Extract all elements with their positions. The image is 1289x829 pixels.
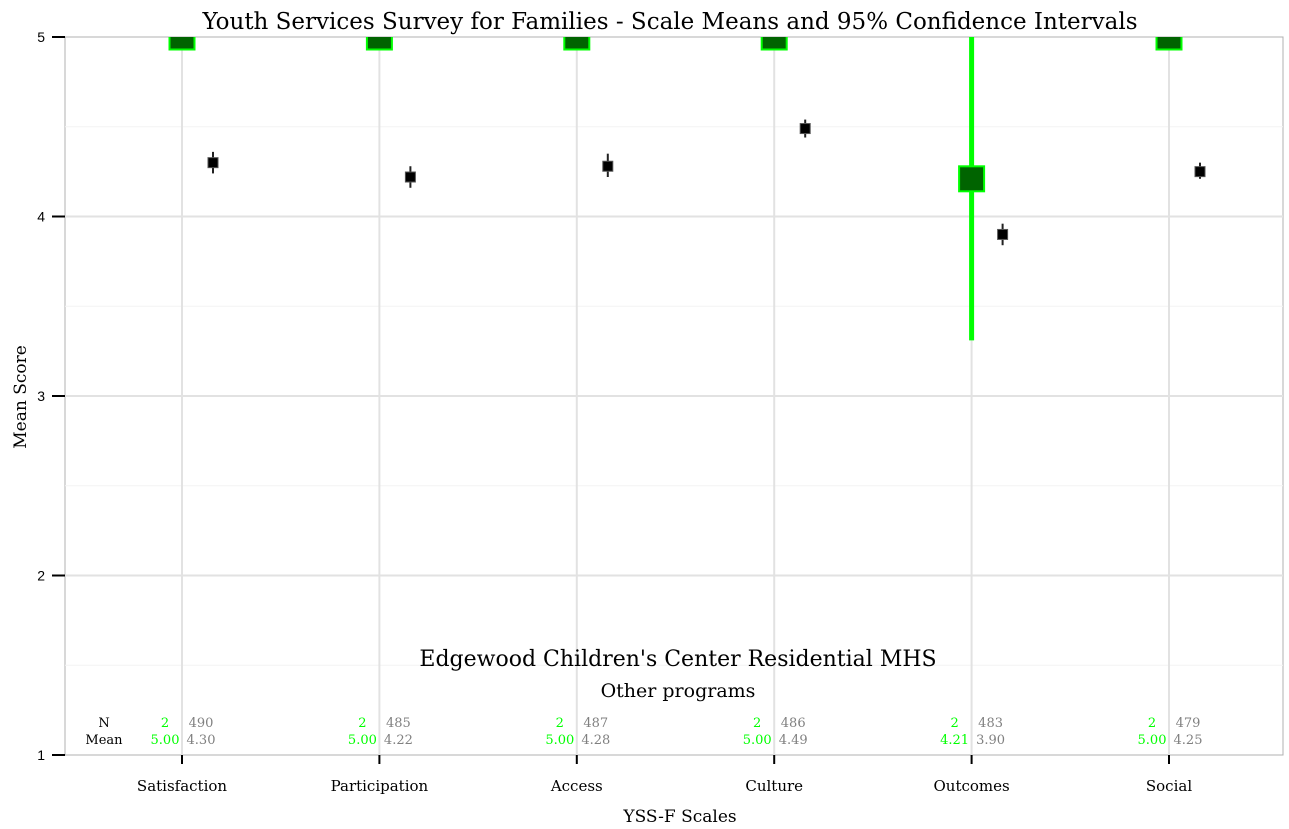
- other-n-value: 486: [781, 716, 806, 731]
- program-n-value: 2: [358, 716, 366, 731]
- program-n-value: 2: [950, 716, 958, 731]
- other-n-value: 487: [583, 716, 608, 731]
- x-tick-label: Outcomes: [933, 777, 1009, 795]
- x-tick-label: Culture: [745, 777, 803, 795]
- plot-area: 1 2 3 4 5 Satisfaction Participation Access Cult…: [37, 29, 1284, 795]
- other-mean-marker: [207, 157, 219, 169]
- x-axis-label: YSS-F Scales: [622, 807, 736, 827]
- n-mean-table: 2 5.00 490 4.30 2 5.00 485 4.22 2 5.00 487 4.28 2 5.0…: [151, 716, 1203, 748]
- program-mean-value: 4.21: [940, 733, 969, 748]
- other-mean-marker: [1194, 166, 1206, 178]
- program-mean-value: 5.00: [348, 733, 377, 748]
- program-n-value: 2: [753, 716, 761, 731]
- other-mean-marker: [602, 160, 614, 172]
- other-n-value: 479: [1176, 716, 1201, 731]
- other-mean-value: 4.25: [1174, 733, 1203, 748]
- other-mean-value: 4.22: [384, 733, 413, 748]
- program-mean-value: 5.00: [545, 733, 574, 748]
- other-n-value: 490: [189, 716, 214, 731]
- legend-entry-program: Edgewood Children's Center Residential M…: [419, 647, 936, 672]
- program-n-value: 2: [161, 716, 169, 731]
- other-mean-value: 4.49: [779, 733, 808, 748]
- other-n-value: 485: [386, 716, 411, 731]
- program-mean-marker: [365, 37, 393, 51]
- other-mean-value: 4.28: [581, 733, 610, 748]
- program-mean-value: 5.00: [151, 733, 180, 748]
- y-tick-label: 4: [37, 209, 45, 225]
- x-tick-label: Social: [1146, 777, 1192, 795]
- other-mean-value: 4.30: [187, 733, 216, 748]
- x-tick-label: Access: [550, 777, 603, 795]
- other-mean-marker: [997, 228, 1009, 240]
- x-tick-label: Satisfaction: [137, 777, 227, 795]
- x-tick-label: Participation: [331, 777, 429, 795]
- program-mean-value: 5.00: [1138, 733, 1167, 748]
- y-tick-label: 2: [37, 568, 45, 584]
- table-row-label-n: N: [98, 716, 109, 731]
- y-tick-label: 5: [37, 29, 45, 45]
- program-n-value: 2: [1148, 716, 1156, 731]
- program-mean-marker: [563, 37, 591, 51]
- program-mean-marker: [760, 37, 788, 51]
- chart-title: Youth Services Survey for Families - Sca…: [201, 9, 1137, 35]
- other-n-value: 483: [978, 716, 1003, 731]
- other-mean-value: 3.90: [976, 733, 1005, 748]
- other-mean-marker: [404, 171, 416, 183]
- other-mean-marker: [799, 123, 811, 135]
- table-row-label-mean: Mean: [85, 733, 123, 748]
- program-n-value: 2: [556, 716, 564, 731]
- program-mean-value: 5.00: [743, 733, 772, 748]
- y-tick-label: 1: [37, 747, 45, 763]
- program-mean-marker: [1155, 37, 1183, 51]
- y-tick-label: 3: [37, 388, 45, 404]
- y-axis-label: Mean Score: [11, 345, 31, 449]
- program-mean-marker: [168, 37, 196, 51]
- program-mean-marker: [958, 165, 986, 193]
- legend-entry-other: Other programs: [601, 680, 756, 702]
